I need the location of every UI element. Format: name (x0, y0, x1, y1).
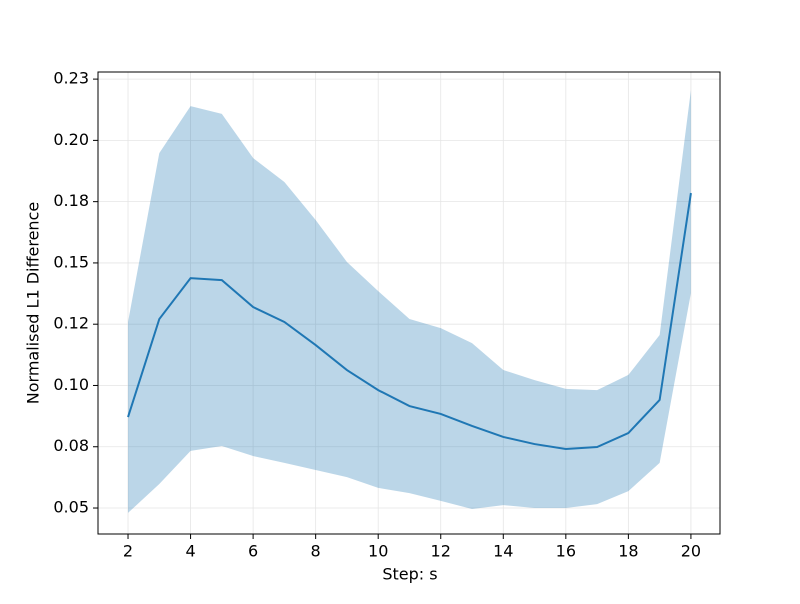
x-tick-label: 6 (248, 542, 258, 561)
x-tick-label: 16 (556, 542, 576, 561)
x-tick-label: 8 (311, 542, 321, 561)
y-axis-label: Normalised L1 Difference (24, 202, 43, 404)
x-tick-label: 2 (123, 542, 133, 561)
y-tick-label: 0.05 (53, 498, 89, 517)
x-tick-label: 4 (185, 542, 195, 561)
y-tick-label: 0.20 (53, 130, 89, 149)
band (128, 90, 691, 513)
y-tick-label: 0.10 (53, 375, 89, 394)
x-tick-label: 12 (431, 542, 451, 561)
y-tick-label: 0.23 (53, 69, 89, 88)
x-tick-label: 10 (368, 542, 388, 561)
y-tick-label: 0.18 (53, 191, 89, 210)
x-axis-label: Step: s (382, 565, 437, 584)
y-tick-label: 0.12 (53, 314, 89, 333)
x-tick-label: 18 (618, 542, 638, 561)
x-tick-label: 14 (493, 542, 513, 561)
y-tick-label: 0.15 (53, 252, 89, 271)
x-tick-label: 20 (681, 542, 701, 561)
plot-frame (97, 71, 721, 535)
line (127, 192, 692, 450)
y-tick-label: 0.08 (53, 436, 89, 455)
